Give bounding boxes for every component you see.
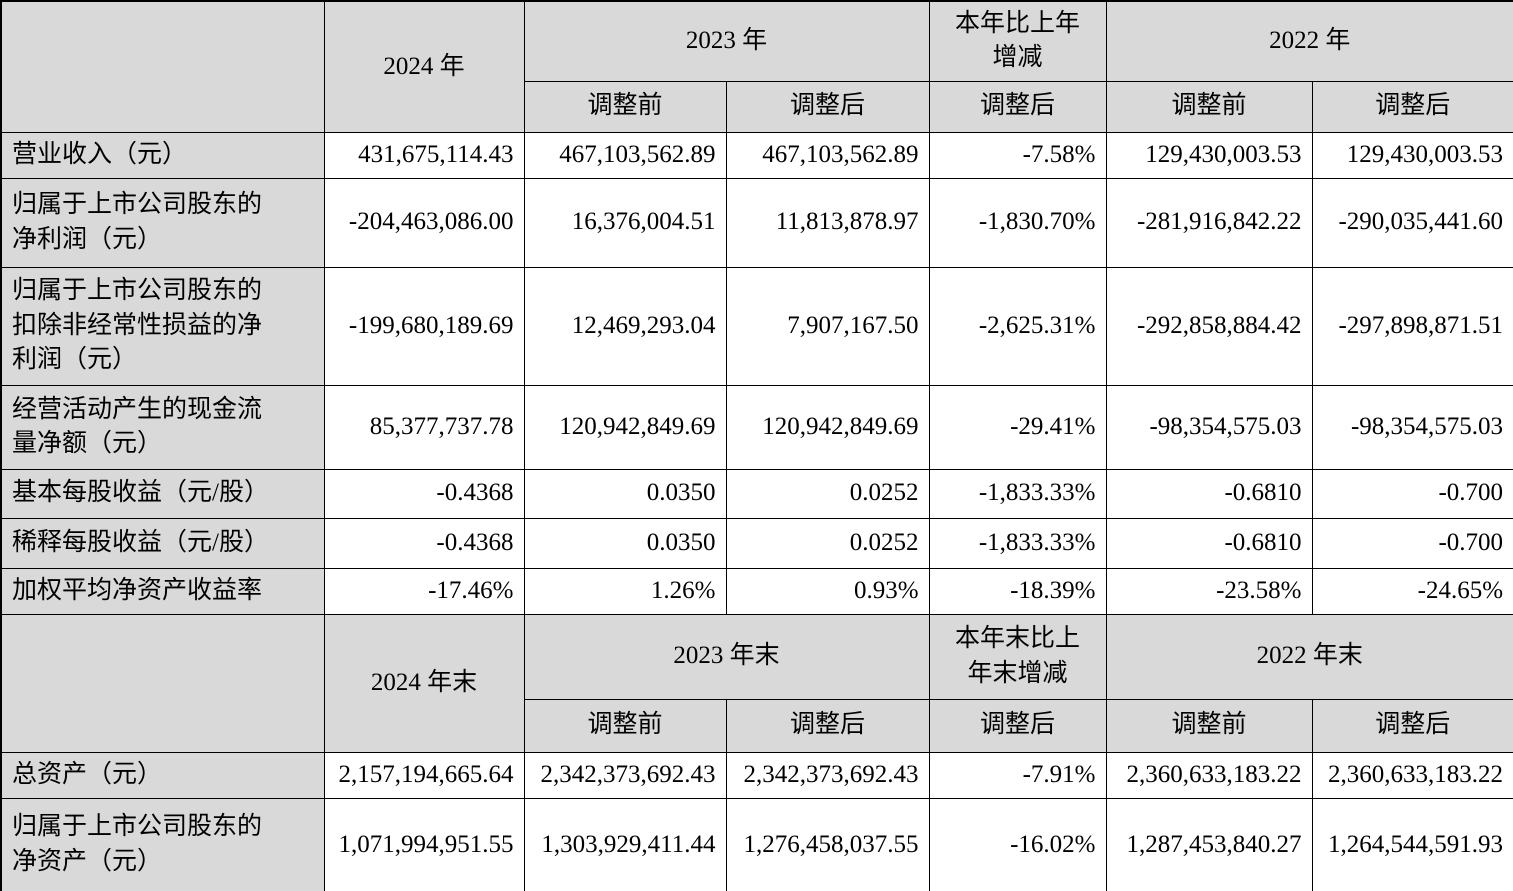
- cell-change: -7.91%: [928, 751, 1107, 799]
- row-label-net-profit-excl-nonrecurring: 归属于上市公司股东的 扣除非经常性损益的净 利润（元）: [0, 266, 325, 386]
- cell-2024: -199,680,189.69: [323, 266, 525, 386]
- cell-2022-after: -0.700: [1311, 468, 1513, 519]
- header-row-adjustments-yearend: 调整前 调整后 调整后 调整前 调整后: [1, 698, 1513, 753]
- cell-2023-after: 0.0252: [725, 517, 930, 569]
- subheader-2022ye-after-adjustment: 调整后: [1311, 698, 1513, 753]
- row-label-total-assets: 总资产（元）: [0, 751, 325, 799]
- subheader-change-after-adjustment: 调整后: [928, 80, 1107, 133]
- cell-2022-after: -98,354,575.03: [1311, 384, 1513, 470]
- row-label-basic-eps: 基本每股收益（元/股）: [0, 468, 325, 519]
- cell-2023-before: 0.0350: [523, 517, 727, 569]
- table-row: 加权平均净资产收益率 -17.46% 1.26% 0.93% -18.39% -…: [0, 567, 1513, 615]
- cell-2022-after: -297,898,871.51: [1311, 266, 1513, 386]
- cell-2023-before: 2,342,373,692.43: [523, 751, 727, 799]
- cell-2022-before: -23.58%: [1105, 567, 1313, 615]
- row-label-operating-revenue: 营业收入（元）: [0, 131, 325, 179]
- header-2024-yearend: 2024 年末: [323, 613, 525, 753]
- header-2023: 2023 年: [523, 0, 930, 82]
- cell-change: -1,833.33%: [928, 468, 1107, 519]
- cell-2023-before: 1,303,929,411.44: [523, 797, 727, 891]
- cell-2023-before: 467,103,562.89: [523, 131, 727, 179]
- table-row: 基本每股收益（元/股） -0.4368 0.0350 0.0252 -1,833…: [0, 468, 1513, 519]
- cell-change: -16.02%: [928, 797, 1107, 891]
- cell-2023-after: 0.0252: [725, 468, 930, 519]
- table-row: 经营活动产生的现金流 量净额（元） 85,377,737.78 120,942,…: [0, 384, 1513, 470]
- cell-2024: 2,157,194,665.64: [323, 751, 525, 799]
- cell-2023-after: 0.93%: [725, 567, 930, 615]
- header-2024: 2024 年: [323, 0, 525, 133]
- subheader-2022ye-before-adjustment: 调整前: [1105, 698, 1313, 753]
- table-row: 归属于上市公司股东的 扣除非经常性损益的净 利润（元） -199,680,189…: [0, 266, 1513, 386]
- cell-2023-before: 16,376,004.51: [523, 177, 727, 268]
- corner-blank-cell: [0, 613, 325, 753]
- cell-2022-after: -0.700: [1311, 517, 1513, 569]
- cell-2022-before: -281,916,842.22: [1105, 177, 1313, 268]
- cell-change: -18.39%: [928, 567, 1107, 615]
- cell-2022-after: -290,035,441.60: [1311, 177, 1513, 268]
- header-change-yoy: 本年比上年 增减: [928, 0, 1107, 82]
- header-row-adjustments: 调整前 调整后 调整后 调整前 调整后: [1, 80, 1513, 133]
- cell-2022-after: 2,360,633,183.22: [1311, 751, 1513, 799]
- cell-2022-before: -98,354,575.03: [1105, 384, 1313, 470]
- cell-2023-after: 7,907,167.50: [725, 266, 930, 386]
- cell-2023-after: 1,276,458,037.55: [725, 797, 930, 891]
- subheader-2022-after-adjustment: 调整后: [1311, 80, 1513, 133]
- cell-2023-after: 11,813,878.97: [725, 177, 930, 268]
- cell-2023-before: 0.0350: [523, 468, 727, 519]
- cell-2022-before: -0.6810: [1105, 517, 1313, 569]
- cell-2024: -17.46%: [323, 567, 525, 615]
- cell-2023-before: 12,469,293.04: [523, 266, 727, 386]
- cell-change: -2,625.31%: [928, 266, 1107, 386]
- cell-2022-before: -292,858,884.42: [1105, 266, 1313, 386]
- cell-2023-after: 120,942,849.69: [725, 384, 930, 470]
- cell-2023-before: 1.26%: [523, 567, 727, 615]
- cell-2024: 1,071,994,951.55: [323, 797, 525, 891]
- cell-2022-before: 2,360,633,183.22: [1105, 751, 1313, 799]
- cell-change: -1,833.33%: [928, 517, 1107, 569]
- subheader-2023-before-adjustment: 调整前: [523, 80, 727, 133]
- header-change-yearend: 本年末比上 年末增减: [928, 613, 1107, 700]
- row-label-operating-cash-flow: 经营活动产生的现金流 量净额（元）: [0, 384, 325, 470]
- cell-change: -29.41%: [928, 384, 1107, 470]
- cell-2024: 85,377,737.78: [323, 384, 525, 470]
- table-row: 归属于上市公司股东的 净利润（元） -204,463,086.00 16,376…: [0, 177, 1513, 268]
- subheader-changeye-after-adjustment: 调整后: [928, 698, 1107, 753]
- table-row: 总资产（元） 2,157,194,665.64 2,342,373,692.43…: [0, 751, 1513, 799]
- cell-2024: -0.4368: [323, 468, 525, 519]
- row-label-net-profit-attributable: 归属于上市公司股东的 净利润（元）: [0, 177, 325, 268]
- cell-2022-after: 129,430,003.53: [1311, 131, 1513, 179]
- cell-2022-before: 1,287,453,840.27: [1105, 797, 1313, 891]
- cell-2022-before: -0.6810: [1105, 468, 1313, 519]
- cell-2024: -0.4368: [323, 517, 525, 569]
- table-row: 稀释每股收益（元/股） -0.4368 0.0350 0.0252 -1,833…: [0, 517, 1513, 569]
- table-row: 营业收入（元） 431,675,114.43 467,103,562.89 46…: [0, 131, 1513, 179]
- header-2022: 2022 年: [1105, 0, 1513, 82]
- row-label-diluted-eps: 稀释每股收益（元/股）: [0, 517, 325, 569]
- header-2022-yearend: 2022 年末: [1105, 613, 1513, 700]
- subheader-2023ye-before-adjustment: 调整前: [523, 698, 727, 753]
- header-row-yearend: 2024 年末 2023 年末 本年末比上 年末增减 2022 年末: [0, 613, 1513, 753]
- cell-2023-before: 120,942,849.69: [523, 384, 727, 470]
- row-label-weighted-avg-roe: 加权平均净资产收益率: [0, 567, 325, 615]
- cell-2022-after: 1,264,544,591.93: [1311, 797, 1513, 891]
- subheader-2023-after-adjustment: 调整后: [725, 80, 930, 133]
- header-row-years: 2024 年 2023 年 本年比上年 增减 2022 年: [0, 0, 1513, 133]
- subheader-2022-before-adjustment: 调整前: [1105, 80, 1313, 133]
- cell-2024: 431,675,114.43: [323, 131, 525, 179]
- table-row: 归属于上市公司股东的 净资产（元） 1,071,994,951.55 1,303…: [0, 797, 1513, 891]
- cell-2022-after: -24.65%: [1311, 567, 1513, 615]
- subheader-2023ye-after-adjustment: 调整后: [725, 698, 930, 753]
- header-2023-yearend: 2023 年末: [523, 613, 930, 700]
- cell-change: -7.58%: [928, 131, 1107, 179]
- corner-blank-cell: [0, 0, 325, 133]
- cell-change: -1,830.70%: [928, 177, 1107, 268]
- cell-2023-after: 2,342,373,692.43: [725, 751, 930, 799]
- cell-2022-before: 129,430,003.53: [1105, 131, 1313, 179]
- cell-2024: -204,463,086.00: [323, 177, 525, 268]
- cell-2023-after: 467,103,562.89: [725, 131, 930, 179]
- row-label-net-assets-attributable: 归属于上市公司股东的 净资产（元）: [0, 797, 325, 891]
